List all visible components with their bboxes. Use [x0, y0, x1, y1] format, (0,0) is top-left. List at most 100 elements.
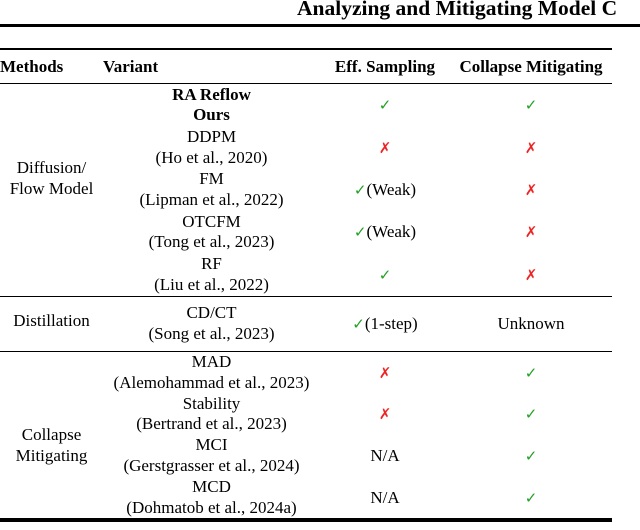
method-group-collapse-mitigating: Collapse Mitigating MAD (Alemohammad et … — [0, 352, 612, 523]
cross-icon: ✗ — [524, 180, 538, 199]
variant-citation: (Dohmatob et al., 2024a) — [126, 497, 297, 517]
table-row: MCD (Dohmatob et al., 2024a) N/A ✓ — [103, 477, 612, 519]
variant-name: RF — [201, 254, 222, 274]
variant-cell: RF (Liu et al., 2022) — [103, 254, 320, 295]
table-row: CD/CT (Song et al., 2023) ✓(1-step) Unkn… — [103, 297, 612, 351]
check-icon: ✓ — [524, 488, 538, 507]
variant-citation: (Gerstgrasser et al., 2024) — [123, 455, 300, 475]
table-row: FM (Lipman et al., 2022) ✓(Weak) ✗ — [103, 169, 612, 211]
variant-cell: Stability (Bertrand et al., 2023) — [103, 394, 320, 435]
variant-cell: FM (Lipman et al., 2022) — [103, 169, 320, 210]
variant-citation: Ours — [193, 105, 230, 125]
sampling-cell: ✗ — [320, 363, 450, 383]
variant-name: MCD — [192, 477, 231, 497]
mark-suffix: (Weak) — [366, 222, 417, 242]
check-icon: ✓ — [378, 96, 392, 115]
mitigating-cell: ✗ — [450, 265, 612, 285]
cross-icon: ✗ — [378, 138, 392, 157]
table-row: OTCFM (Tong et al., 2023) ✓(Weak) ✗ — [103, 211, 612, 253]
method-label-line1: Collapse — [21, 425, 82, 445]
variant-citation: (Ho et al., 2020) — [155, 147, 268, 167]
mitigating-cell: ✗ — [450, 180, 612, 200]
table-row: RF (Liu et al., 2022) ✓ ✗ — [103, 254, 612, 296]
method-label-line2: Mitigating — [15, 446, 88, 466]
variant-name: DDPM — [186, 127, 237, 147]
method-label: Distillation — [0, 297, 103, 351]
title-rule — [0, 24, 640, 27]
mitigating-cell: ✓ — [450, 95, 612, 115]
mitigating-cell: ✓ — [450, 488, 612, 508]
sampling-cell: ✗ — [320, 138, 450, 158]
sampling-cell: ✓ — [320, 265, 450, 285]
sampling-cell: ✓(Weak) — [320, 222, 450, 242]
header-eff-sampling: Eff. Sampling — [334, 56, 436, 76]
unknown-label: Unknown — [497, 313, 565, 333]
check-icon: ✓ — [524, 96, 538, 115]
method-group-diffusion-flow: Diffusion/ Flow Model RA Reflow Ours ✓ ✓… — [0, 84, 612, 297]
check-icon: ✓ — [352, 314, 365, 333]
cross-icon: ✗ — [524, 265, 538, 284]
group-rows: CD/CT (Song et al., 2023) ✓(1-step) Unkn… — [103, 297, 612, 351]
check-icon: ✓ — [378, 265, 392, 284]
variant-citation: (Alemohammad et al., 2023) — [113, 372, 310, 392]
table-row: RA Reflow Ours ✓ ✓ — [103, 84, 612, 126]
variant-name: MAD — [191, 352, 232, 372]
sampling-cell: N/A — [320, 488, 450, 508]
na-label: N/A — [370, 487, 400, 507]
variant-cell: MCD (Dohmatob et al., 2024a) — [103, 477, 320, 518]
variant-citation: (Bertrand et al., 2023) — [136, 414, 287, 434]
variant-cell: OTCFM (Tong et al., 2023) — [103, 212, 320, 253]
check-icon: ✓ — [524, 446, 538, 465]
cross-icon: ✗ — [378, 363, 392, 382]
variant-name: FM — [199, 169, 224, 189]
variant-citation: (Lipman et al., 2022) — [139, 189, 284, 209]
mitigating-cell: ✓ — [450, 404, 612, 424]
method-label-line1: Distillation — [13, 311, 90, 331]
table-row: MCI (Gerstgrasser et al., 2024) N/A ✓ — [103, 435, 612, 477]
na-label: N/A — [370, 445, 400, 465]
variant-citation: (Liu et al., 2022) — [154, 274, 269, 294]
method-label: Collapse Mitigating — [0, 352, 103, 518]
variant-citation: (Song et al., 2023) — [148, 323, 275, 343]
variant-name: CD/CT — [186, 303, 237, 323]
check-icon: ✓ — [524, 405, 538, 424]
cross-icon: ✗ — [524, 223, 538, 242]
table-row: Stability (Bertrand et al., 2023) ✗ ✓ — [103, 394, 612, 436]
mark-suffix: (1-step) — [364, 313, 418, 333]
paper-title: Analyzing and Mitigating Model C — [297, 0, 618, 20]
mitigating-cell: Unknown — [450, 314, 612, 334]
cross-icon: ✗ — [378, 405, 392, 424]
check-icon: ✓ — [353, 180, 367, 199]
variant-cell: MCI (Gerstgrasser et al., 2024) — [103, 435, 320, 476]
cross-icon: ✗ — [524, 138, 538, 157]
variant-name: Stability — [182, 393, 241, 413]
sampling-cell: N/A — [320, 446, 450, 466]
sampling-cell: ✓(1-step) — [320, 314, 450, 334]
comparison-table: Methods Variant Eff. Sampling Collapse M… — [0, 48, 612, 523]
check-icon: ✓ — [524, 363, 538, 382]
table-row: DDPM (Ho et al., 2020) ✗ ✗ — [103, 126, 612, 168]
header-methods: Methods — [0, 56, 64, 76]
variant-cell: MAD (Alemohammad et al., 2023) — [103, 352, 320, 393]
group-rows: MAD (Alemohammad et al., 2023) ✗ ✓ Stabi… — [103, 352, 612, 518]
sampling-cell: ✓ — [320, 95, 450, 115]
variant-cell: CD/CT (Song et al., 2023) — [103, 303, 320, 344]
header-collapse-mitigating: Collapse Mitigating — [459, 56, 603, 76]
sampling-cell: ✓(Weak) — [320, 180, 450, 200]
mitigating-cell: ✗ — [450, 222, 612, 242]
method-group-distillation: Distillation CD/CT (Song et al., 2023) ✓… — [0, 297, 612, 352]
method-label: Diffusion/ Flow Model — [0, 84, 103, 296]
variant-name: MCI — [195, 435, 228, 455]
header-variant: Variant — [103, 56, 159, 76]
variant-name: RA Reflow — [172, 84, 251, 104]
table-row: MAD (Alemohammad et al., 2023) ✗ ✓ — [103, 352, 612, 394]
mitigating-cell: ✓ — [450, 446, 612, 466]
mark-suffix: (Weak) — [366, 179, 417, 199]
method-label-line1: Diffusion/ — [16, 157, 87, 177]
group-rows: RA Reflow Ours ✓ ✓ DDPM (Ho et al., 2020… — [103, 84, 612, 296]
check-icon: ✓ — [353, 223, 367, 242]
mitigating-cell: ✗ — [450, 138, 612, 158]
sampling-cell: ✗ — [320, 404, 450, 424]
method-label-line2: Flow Model — [9, 178, 94, 198]
variant-name: OTCFM — [182, 211, 241, 231]
